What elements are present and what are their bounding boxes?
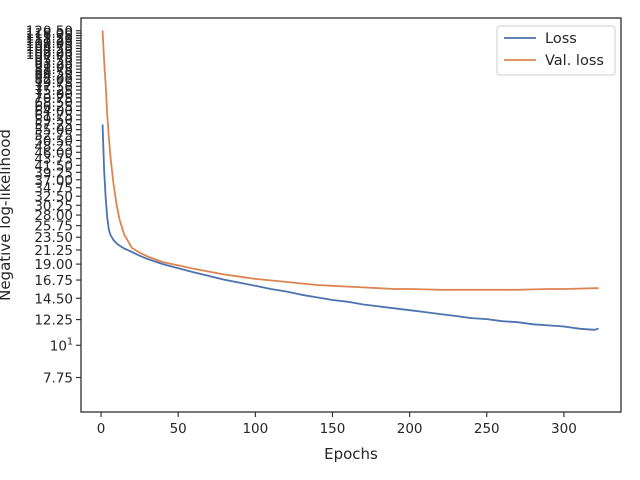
- x-tick-label: 50: [170, 421, 187, 437]
- y-tick-label: 32.50: [34, 189, 73, 205]
- y-tick-label: 84.25: [34, 69, 73, 85]
- y-tick-label: 70.75: [34, 91, 73, 107]
- y-tick-label: 25.75: [34, 219, 73, 235]
- y-axis-label: Negative log-likelihood: [0, 129, 14, 301]
- legend: Loss Val. loss: [496, 25, 616, 76]
- x-tick-label: 0: [97, 421, 106, 437]
- y-tick-label: 57.25: [34, 118, 73, 134]
- x-tick-label: 250: [474, 421, 500, 437]
- y-tick-label: 23.50: [34, 230, 73, 246]
- y-tick-label: 41.50: [34, 158, 73, 174]
- x-axis-label: Epochs: [324, 445, 378, 463]
- y-tick-label: 100.00: [26, 47, 73, 63]
- y-tick-label: 102.25: [26, 44, 73, 60]
- y-tick-label: 16.75: [34, 273, 73, 289]
- x-tick-label: 200: [397, 421, 423, 437]
- y-tick-label: 39.25: [34, 165, 73, 181]
- y-tick-label: 115.75: [26, 29, 73, 45]
- y-tick-label: 28.00: [34, 208, 73, 224]
- y-tick-label: 73.00: [34, 87, 73, 103]
- x-tick-label: 300: [551, 421, 577, 437]
- x-tick-label: 100: [242, 421, 268, 437]
- y-tick-label: 50.50: [34, 133, 73, 149]
- y-tick-label: 55.00: [34, 123, 73, 139]
- y-tick-label: 30.25: [34, 198, 73, 214]
- y-tick-label: 106.75: [26, 39, 73, 55]
- y-tick-label: 86.50: [34, 65, 73, 81]
- y-tick-label: 82.00: [34, 72, 73, 88]
- y-tick-label: 77.50: [34, 79, 73, 95]
- y-tick-label: 120.50: [26, 24, 73, 40]
- series-line-0: [101, 124, 599, 331]
- legend-label-loss: Loss: [545, 31, 577, 47]
- y-tick-label: 113.50: [26, 31, 73, 47]
- y-tick-label: 19.00: [34, 257, 73, 273]
- y-tick-label: 59.50: [34, 113, 73, 129]
- series-line-1: [101, 30, 599, 291]
- y-tick-label: 64.00: [34, 104, 73, 120]
- y-tick-label: 79.75: [34, 76, 73, 92]
- y-tick-label: 37.00: [34, 173, 73, 189]
- y-tick-label: 109.00: [26, 36, 73, 52]
- y-tick-label: 34.75: [34, 181, 73, 197]
- y-tick-label: 61.75: [34, 108, 73, 124]
- y-tick-label: 95.50: [34, 53, 73, 69]
- y-tick-label: 93.25: [34, 56, 73, 72]
- y-tick-label: 21.25: [34, 243, 73, 259]
- y-tick-label: 48.25: [34, 139, 73, 155]
- y-tick-label: 118.00: [26, 26, 73, 42]
- y-tick-label: 52.75: [34, 128, 73, 144]
- y-tick-label: 7.75: [43, 371, 73, 387]
- y-tick-label: 91.00: [34, 59, 73, 75]
- y-tick-label: 43.75: [34, 152, 73, 168]
- y-tick-label: 111.25: [26, 34, 73, 50]
- y-tick-label: 104.50: [26, 41, 73, 57]
- y-tick-label: 14.50: [34, 291, 73, 307]
- legend-label-val-loss: Val. loss: [545, 53, 604, 69]
- y-tick-label: 66.25: [34, 99, 73, 115]
- y-tick-label: 12.25: [34, 313, 73, 329]
- series-layer: [101, 30, 599, 331]
- x-tick-label: 150: [320, 421, 346, 437]
- x-axis-ticks: 0 50 100 150 200 250 300: [97, 412, 577, 437]
- y-tick-label: 88.75: [34, 62, 73, 78]
- y-axis-ticks: 7.7510112.2514.5016.7519.0021.2523.5025.…: [26, 24, 81, 387]
- y-tick-label: 75.25: [34, 83, 73, 99]
- y-tick-label: 68.50: [34, 95, 73, 111]
- y-tick-label: 97.75: [34, 50, 73, 66]
- y-tick-label: 46.00: [34, 145, 73, 161]
